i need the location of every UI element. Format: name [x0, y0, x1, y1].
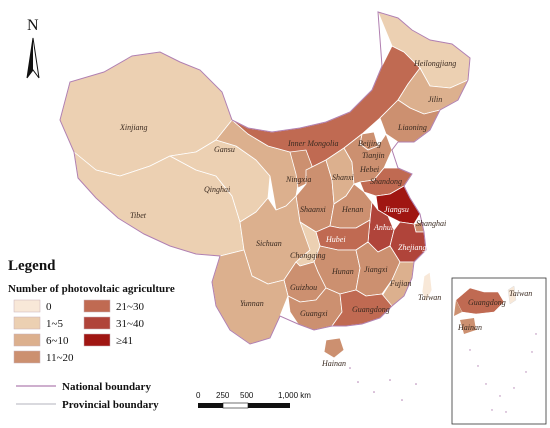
inset-hainan-shape: [460, 318, 476, 334]
label-qinghai: Qinghai: [204, 185, 230, 194]
legend-class-label-5: 31~40: [116, 318, 144, 330]
legend-class-label-6: ≥41: [116, 335, 133, 347]
legend-title: Legend: [8, 258, 56, 274]
label-heilongjiang: Heilongjiang: [413, 59, 456, 68]
legend-swatch-3: [13, 350, 41, 364]
legend: Legend Number of photovoltaic agricultur…: [8, 258, 175, 411]
scale-segment-1: [198, 403, 223, 408]
label-tianjin: Tianjin: [362, 151, 385, 160]
label-inner-mongolia: Inner Mongolia: [287, 139, 338, 148]
north-arrow-label: N: [27, 17, 39, 34]
legend-swatch-2: [13, 333, 41, 347]
label-shanghai: Shanghai: [416, 219, 446, 228]
label-xinjiang: Xinjiang: [119, 123, 148, 132]
label-guangxi: Guangxi: [300, 309, 328, 318]
label-hubei: Hubei: [325, 235, 346, 244]
national-boundary-line: [59, 11, 471, 345]
inset-guangdong-shape: [455, 287, 505, 315]
label-hebei: Hebei: [359, 165, 379, 174]
label-chongqing: Chongqing: [290, 251, 326, 260]
region-taiwan: [421, 271, 433, 303]
label-jilin: Jilin: [428, 95, 442, 104]
legend-class-label-0: 0: [46, 301, 52, 313]
inset-taiwan-shape: [507, 285, 517, 305]
scale-bar: 0 250 500 1,000 km: [196, 391, 311, 409]
label-ningxia: Ningxia: [285, 175, 311, 184]
inset-label-guangdong: Guangdong: [468, 298, 506, 307]
label-hunan: Hunan: [331, 267, 354, 276]
label-jiangxi: Jiangxi: [364, 265, 388, 274]
label-taiwan: Taiwan: [418, 293, 441, 302]
legend-swatch-0: [13, 299, 41, 313]
inset-label-hainan: Hainan: [457, 323, 482, 332]
scale-tick-0: 0: [196, 391, 201, 400]
label-hainan: Hainan: [321, 359, 346, 368]
scale-tick-250: 250: [216, 391, 230, 400]
legend-class-label-1: 1~5: [46, 318, 63, 330]
inset-guangxi-shape: [454, 300, 462, 316]
legend-national-label: National boundary: [62, 381, 151, 393]
label-liaoning: Liaoning: [397, 123, 427, 132]
scale-tick-1000: 1,000 km: [278, 391, 311, 400]
scale-segment-3: [248, 403, 290, 408]
label-gansu: Gansu: [214, 145, 235, 154]
inset-map: Taiwan Guangdong Hainan: [451, 277, 547, 425]
label-sichuan: Sichuan: [256, 239, 282, 248]
label-shanxi: Shanxi: [332, 173, 354, 182]
south-sea-islands: [349, 367, 417, 401]
label-beijing: Beijing: [358, 139, 381, 148]
legend-class-label-4: 21~30: [116, 301, 144, 313]
inset-label-taiwan: Taiwan: [509, 289, 532, 298]
north-arrow: N: [26, 17, 40, 79]
label-guizhou: Guizhou: [290, 283, 317, 292]
region-hainan: [323, 337, 345, 359]
label-fujian: Fujian: [389, 279, 411, 288]
label-yunnan: Yunnan: [240, 299, 264, 308]
scale-tick-500: 500: [240, 391, 254, 400]
label-jiangsu: Jiangsu: [384, 205, 409, 214]
label-zhejiang: Zhejiang: [398, 243, 426, 252]
legend-swatch-5: [83, 316, 111, 330]
label-henan: Henan: [341, 205, 363, 214]
north-arrow-left-half-icon: [27, 38, 33, 78]
label-shandong: Shandong: [370, 177, 402, 186]
legend-subtitle: Number of photovoltaic agriculture: [8, 283, 175, 295]
legend-class-label-2: 6~10: [46, 335, 69, 347]
label-guangdong: Guangdong: [352, 305, 390, 314]
legend-provincial-label: Provincial boundary: [62, 399, 159, 411]
legend-swatch-4: [83, 299, 111, 313]
legend-swatch-1: [13, 316, 41, 330]
label-anhui: Anhui: [373, 223, 393, 232]
legend-class-label-3: 11~20: [46, 352, 74, 364]
legend-swatch-6: [83, 333, 111, 347]
label-shaanxi: Shaanxi: [300, 205, 326, 214]
scale-segment-2: [222, 402, 249, 409]
label-tibet: Tibet: [130, 211, 147, 220]
